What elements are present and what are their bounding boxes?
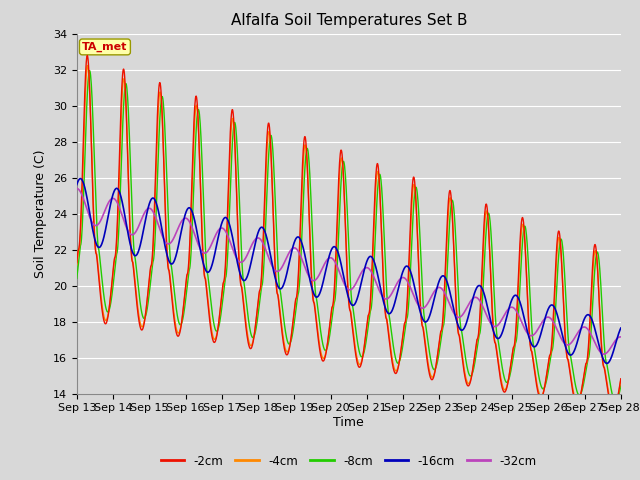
- Title: Alfalfa Soil Temperatures Set B: Alfalfa Soil Temperatures Set B: [230, 13, 467, 28]
- Text: TA_met: TA_met: [82, 42, 127, 52]
- X-axis label: Time: Time: [333, 416, 364, 429]
- Legend: -2cm, -4cm, -8cm, -16cm, -32cm: -2cm, -4cm, -8cm, -16cm, -32cm: [156, 450, 541, 472]
- Y-axis label: Soil Temperature (C): Soil Temperature (C): [35, 149, 47, 278]
